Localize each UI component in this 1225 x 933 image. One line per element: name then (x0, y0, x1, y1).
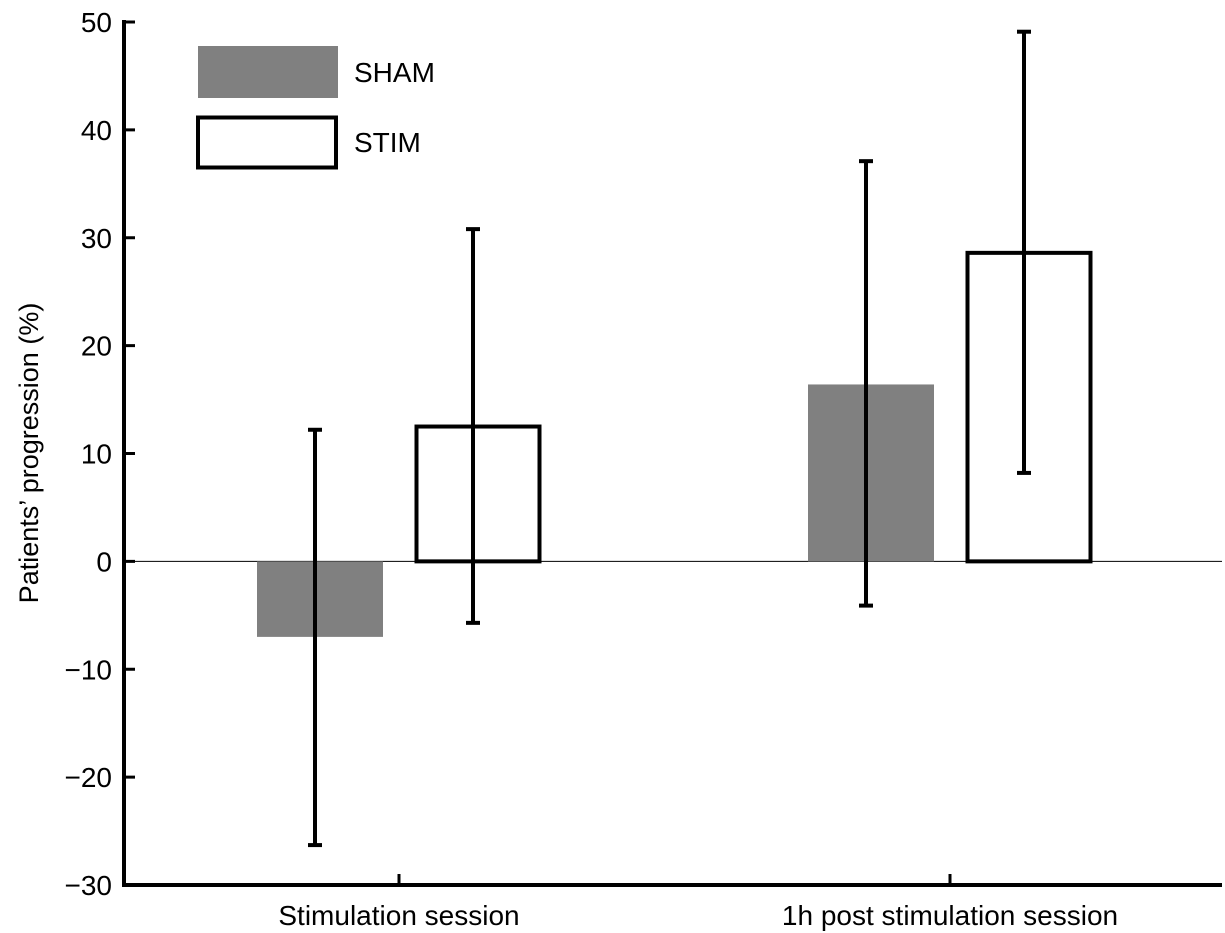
y-tick-label: −20 (65, 762, 113, 793)
y-tick-label: −30 (65, 870, 113, 901)
legend-label-stim: STIM (354, 127, 421, 158)
y-tick-label: 0 (96, 546, 112, 577)
y-tick-label: 10 (81, 439, 112, 470)
bar-sham-1 (808, 384, 934, 562)
legend-label-sham: SHAM (354, 57, 435, 88)
legend-swatch-stim (196, 115, 338, 170)
bar-stim-1 (965, 250, 1093, 564)
plot-area: −30 −20 −10 0 10 20 30 40 50 Stimulation session 1… (65, 7, 1222, 931)
bar-stim-0 (414, 424, 542, 564)
legend-swatch-sham (198, 46, 338, 98)
y-tick-label: 30 (81, 223, 112, 254)
bar-sham-0 (257, 561, 383, 637)
y-tick-label: 20 (81, 331, 112, 362)
y-tick-label: −10 (65, 654, 113, 685)
y-tick-label: 40 (81, 115, 112, 146)
x-tick-label: Stimulation session (278, 900, 519, 931)
y-axis-label: Patients’ progression (%) (14, 303, 44, 604)
y-tick-label: 50 (81, 7, 112, 38)
x-tick-label: 1h post stimulation session (782, 900, 1118, 931)
